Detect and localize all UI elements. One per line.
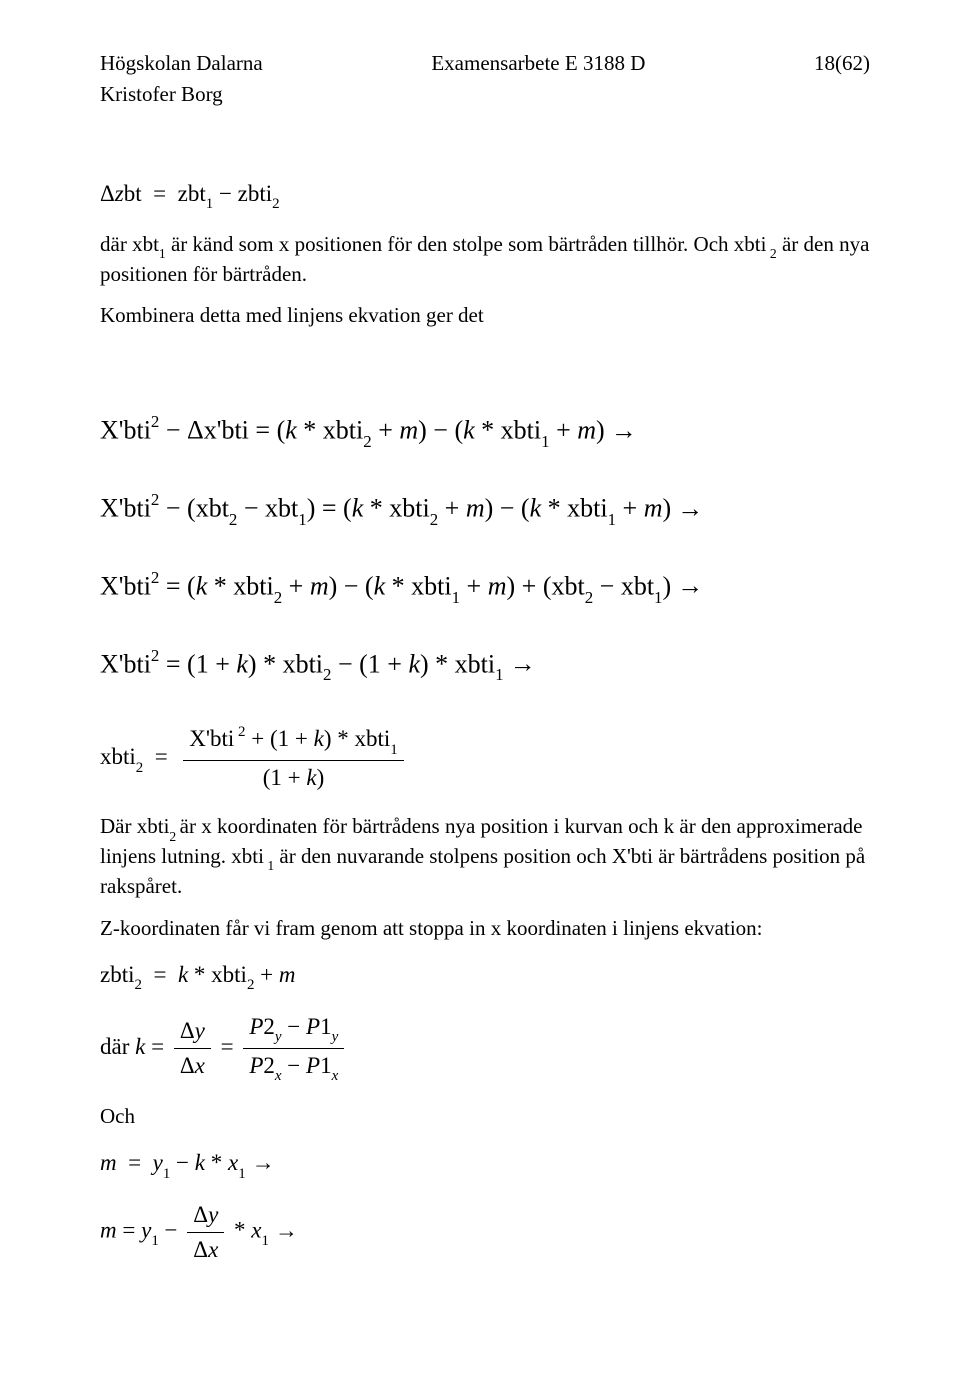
arrow-icon: → xyxy=(677,493,703,523)
para3-xprime: X'bti xyxy=(612,844,653,868)
arrow-icon: → xyxy=(510,648,536,678)
eq-2: X'bti2 − (xbt2 − xbt1) = (k * xbti2 + m)… xyxy=(100,491,870,529)
para3-a: Där xbti xyxy=(100,814,169,838)
para3-xbti: xbti xyxy=(231,844,264,868)
para-2: Kombinera detta med linjens ekvation ger… xyxy=(100,302,870,329)
header-page: 18(62) xyxy=(814,50,870,77)
eq-m1: m = y1 − k * x1→ xyxy=(100,1148,870,1182)
eq-zbti: zbti2 = k * xbti2 + m xyxy=(100,960,870,994)
para3-sub2: 1 xyxy=(267,858,274,873)
arrow-icon: → xyxy=(275,1217,298,1243)
para1-sub2: 2 xyxy=(770,246,777,261)
para1-sub1: 1 xyxy=(159,246,166,261)
para1-text-a: där xbt xyxy=(100,232,159,256)
eq-delta-zbt: Δzbt = zbt1 − zbti2 xyxy=(100,179,870,213)
eq-m2: m = y1 − Δy Δx * x1→ xyxy=(100,1200,870,1265)
arrow-icon: → xyxy=(611,415,637,445)
eq-3: X'bti2 = (k * xbti2 + m) − (k * xbti1 + … xyxy=(100,569,870,607)
header-title: Examensarbete E 3188 D xyxy=(431,50,645,77)
para1-xbti: xbti xyxy=(734,232,767,256)
page-header: Högskolan Dalarna Examensarbete E 3188 D… xyxy=(100,50,870,77)
para1-text-b: är känd som x positionen för den stolpe … xyxy=(166,232,734,256)
arrow-icon: → xyxy=(252,1149,275,1175)
eq-5: xbti2 = X'bti 2 + (1 + k) * xbti1 (1 + k… xyxy=(100,724,870,793)
para-1: där xbt1 är känd som x positionen för de… xyxy=(100,231,870,288)
och-label: Och xyxy=(100,1103,870,1130)
para-4: Z-koordinaten får vi fram genom att stop… xyxy=(100,915,870,942)
header-author: Kristofer Borg xyxy=(100,81,870,108)
eq-4: X'bti2 = (1 + k) * xbti2 − (1 + k) * xbt… xyxy=(100,647,870,685)
eq-k-prefix: där xyxy=(100,1034,135,1059)
eq-k: där k = Δy Δx = P2y − P1y P2x − P1x xyxy=(100,1012,870,1085)
para3-c: är den nuvarande stolpens position och xyxy=(274,844,612,868)
arrow-icon: → xyxy=(677,570,703,600)
header-institution: Högskolan Dalarna xyxy=(100,50,263,77)
para3-sub1: 2 xyxy=(169,829,179,844)
eq-1: X'bti2 − Δx'bti = (k * xbti2 + m) − (k *… xyxy=(100,413,870,451)
para-3: Där xbti2 är x koordinaten för bärtråden… xyxy=(100,813,870,900)
